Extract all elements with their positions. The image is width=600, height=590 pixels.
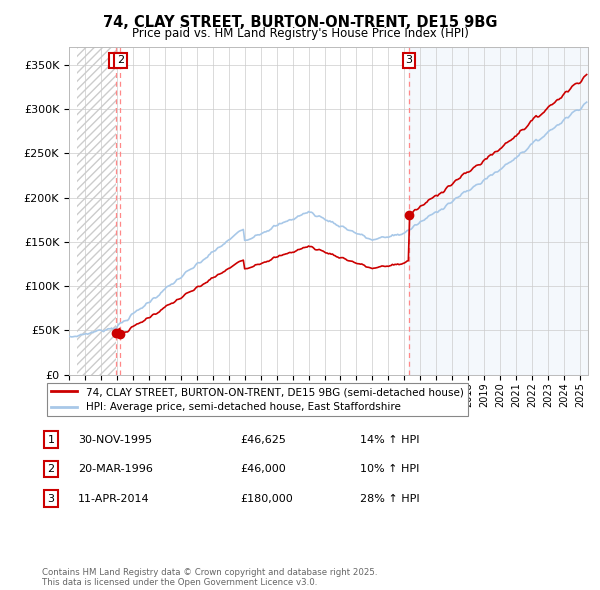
Text: 11-APR-2014: 11-APR-2014 [78, 494, 149, 503]
Text: 1: 1 [112, 55, 119, 65]
Text: 2: 2 [47, 464, 55, 474]
Text: 30-NOV-1995: 30-NOV-1995 [78, 435, 152, 444]
Text: 20-MAR-1996: 20-MAR-1996 [78, 464, 153, 474]
Text: 1: 1 [47, 435, 55, 444]
Text: 3: 3 [47, 494, 55, 503]
Text: £46,625: £46,625 [240, 435, 286, 444]
Text: £46,000: £46,000 [240, 464, 286, 474]
Text: 3: 3 [405, 55, 412, 65]
Legend: 74, CLAY STREET, BURTON-ON-TRENT, DE15 9BG (semi-detached house), HPI: Average p: 74, CLAY STREET, BURTON-ON-TRENT, DE15 9… [47, 383, 468, 417]
Text: 28% ↑ HPI: 28% ↑ HPI [360, 494, 419, 503]
Text: £180,000: £180,000 [240, 494, 293, 503]
Text: Contains HM Land Registry data © Crown copyright and database right 2025.
This d: Contains HM Land Registry data © Crown c… [42, 568, 377, 587]
Bar [409, 47, 588, 375]
Text: 14% ↑ HPI: 14% ↑ HPI [360, 435, 419, 444]
Text: 74, CLAY STREET, BURTON-ON-TRENT, DE15 9BG: 74, CLAY STREET, BURTON-ON-TRENT, DE15 9… [103, 15, 497, 30]
Text: 10% ↑ HPI: 10% ↑ HPI [360, 464, 419, 474]
Text: 2: 2 [117, 55, 124, 65]
Text: Price paid vs. HM Land Registry's House Price Index (HPI): Price paid vs. HM Land Registry's House … [131, 27, 469, 40]
